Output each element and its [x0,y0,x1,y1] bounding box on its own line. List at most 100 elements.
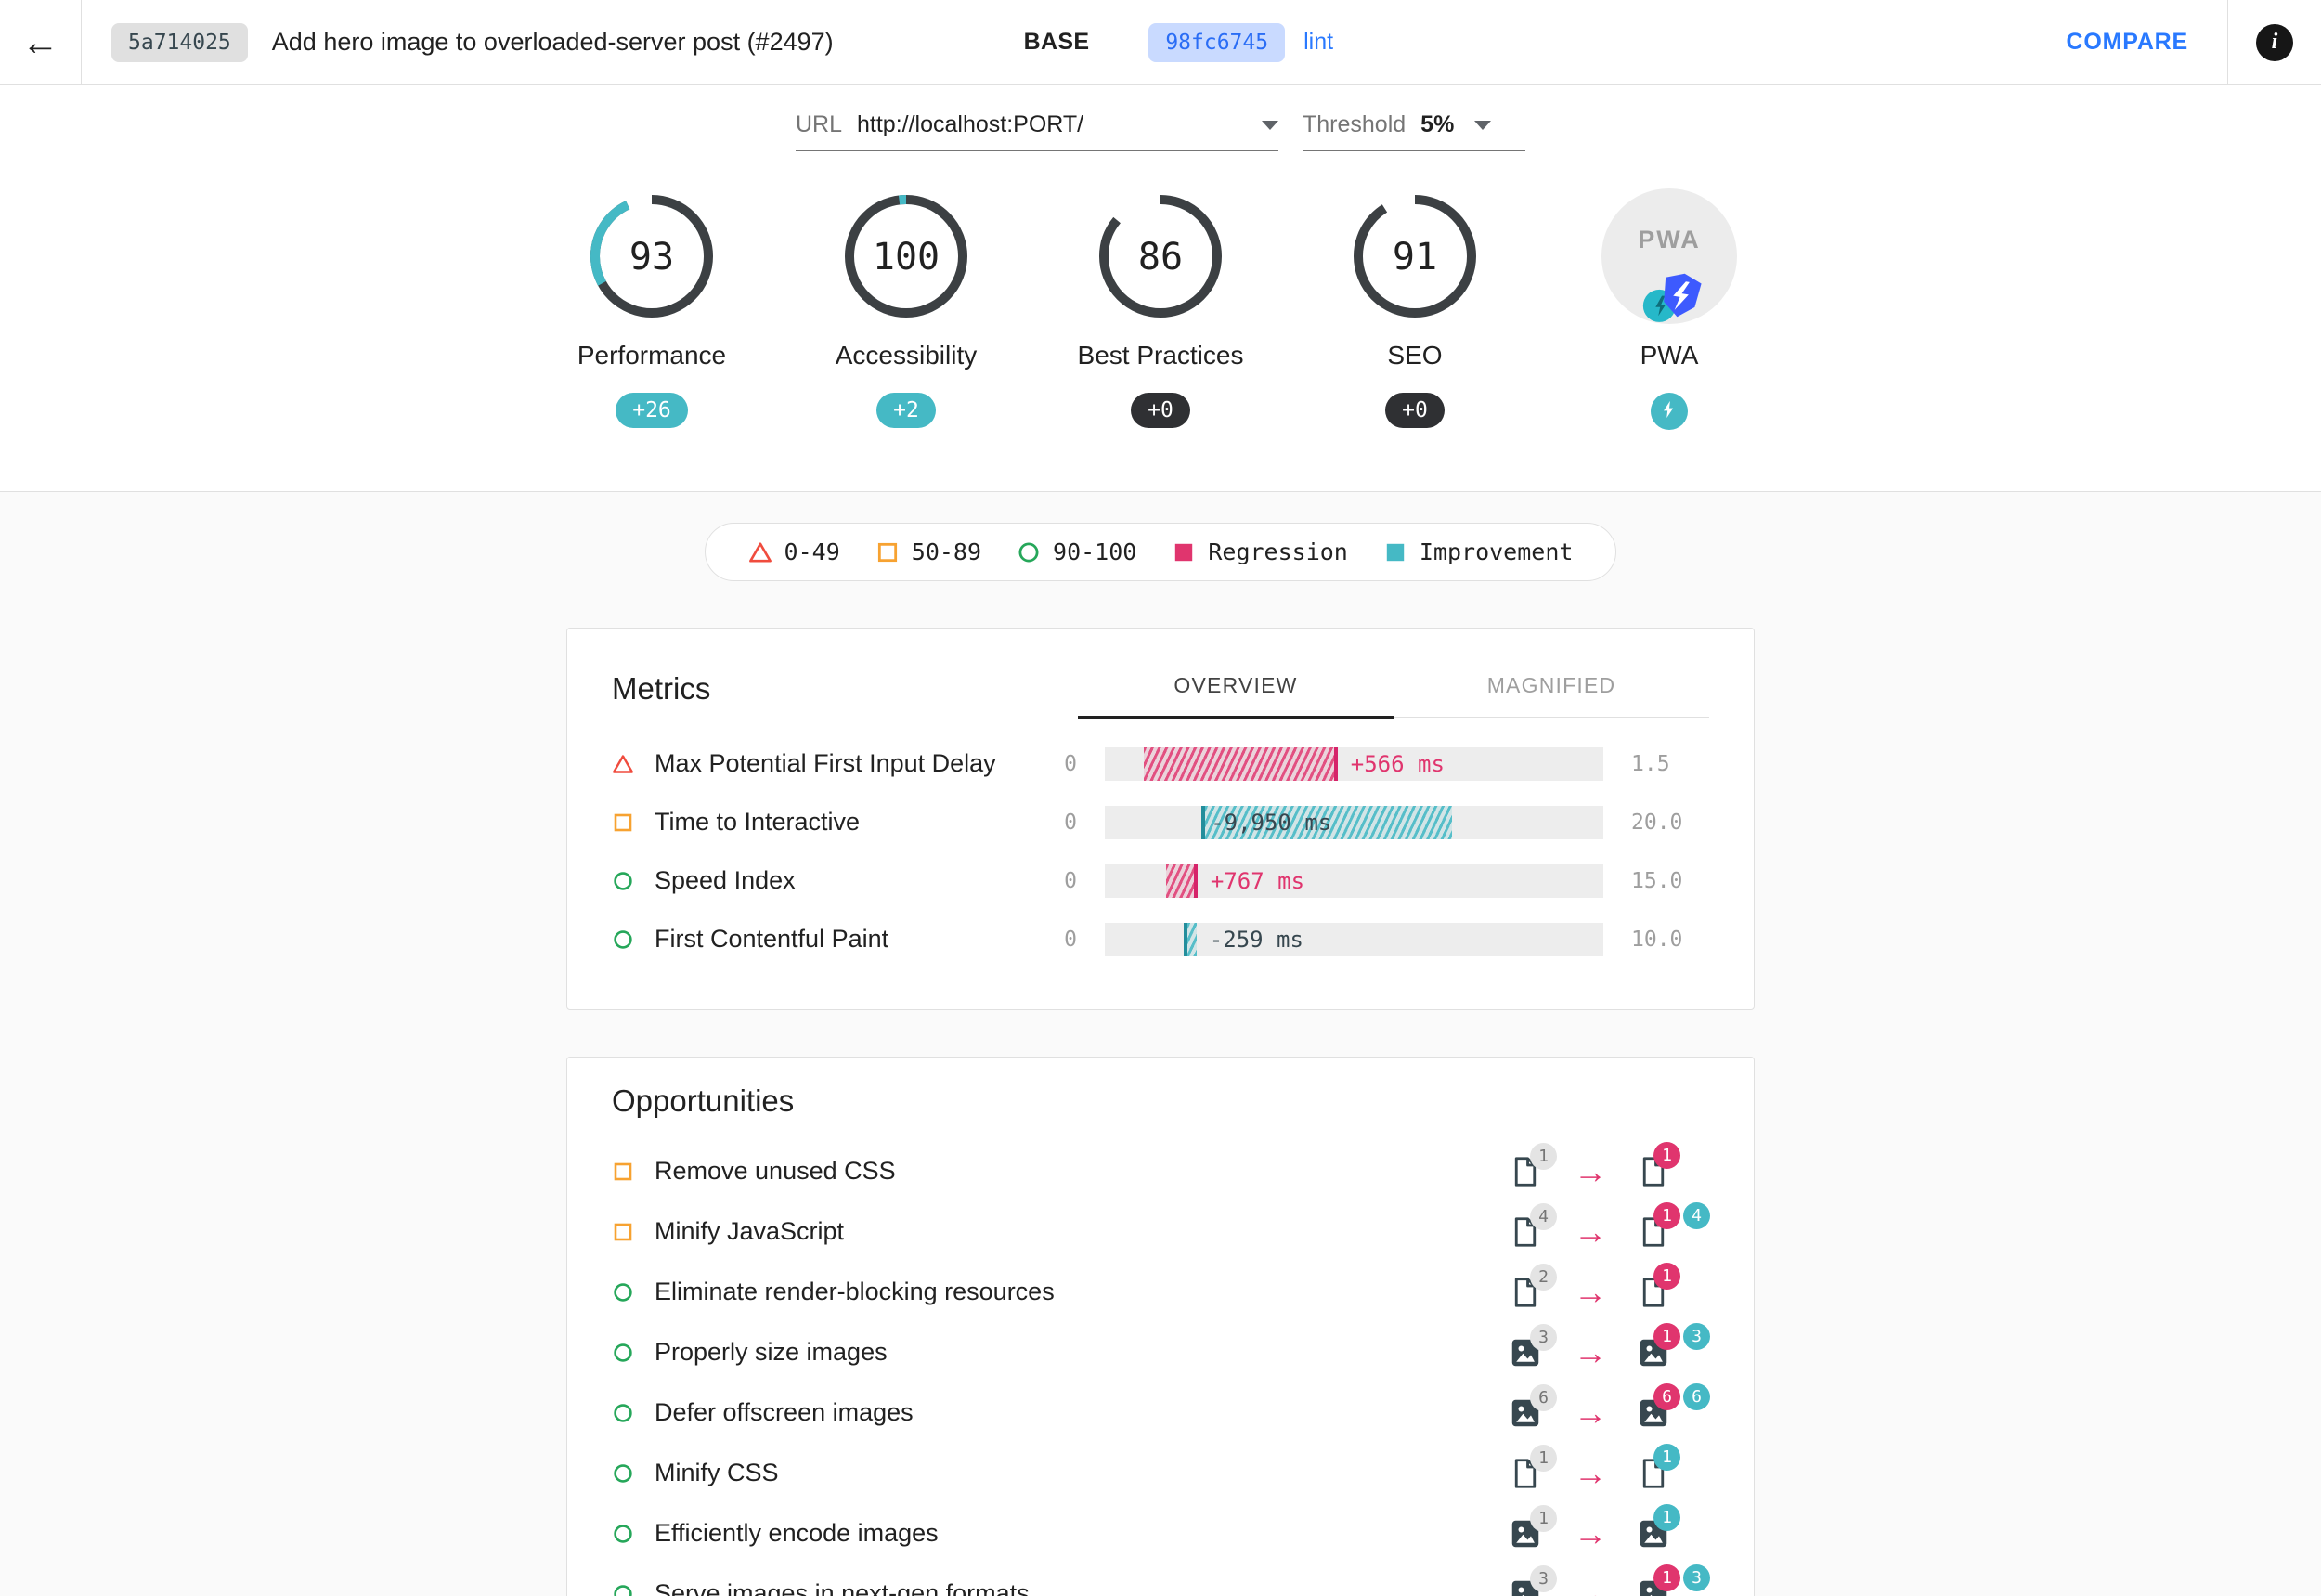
metric-delta-label: -259 ms [1209,926,1303,953]
tab-overview[interactable]: OVERVIEW [1078,655,1394,719]
url-select[interactable]: URL http://localhost:PORT/ [796,111,1278,151]
legend-label: Regression [1208,538,1348,565]
regression-count-badge: 1 [1653,1141,1680,1169]
compare-count-badges: 1 [1653,1503,1680,1531]
opportunity-row[interactable]: Eliminate render-blocking resources 2 → … [612,1262,1709,1322]
metric-delta-segment [1166,863,1198,898]
gauge-accessibility[interactable]: 100 Accessibility +2 [801,188,1011,430]
metric-bar: +767 ms [1105,863,1603,898]
metric-delta-segment [1143,746,1338,781]
improvement-count-badge: 3 [1683,1564,1710,1591]
base-count-badge: 4 [1530,1202,1557,1230]
threshold-value: 5% [1420,111,1455,137]
improvement-count-badge: 1 [1653,1503,1680,1531]
base-count-badge: 1 [1530,1142,1557,1170]
base-doc-icon: 1 [1509,1444,1557,1491]
svg-text:93: 93 [629,236,674,279]
compare-count-badges: 1 [1653,1141,1680,1169]
opportunity-row[interactable]: Efficiently encode images 1 → 1 [612,1503,1709,1564]
metric-label: Time to Interactive [655,808,861,836]
lightning-bolt-icon [1659,399,1679,424]
url-value: http://localhost:PORT/ [857,111,1084,137]
arrow-right-icon: → [1574,1272,1607,1311]
info-button[interactable]: i [2227,0,2321,84]
metric-max-value: 15.0 [1631,868,1683,893]
top-bar: ← 5a714025 Add hero image to overloaded-… [0,0,2321,85]
compare-link[interactable]: COMPARE [2066,29,2188,55]
gauge-label: Best Practices [1077,341,1244,370]
regression-count-badge: 1 [1653,1564,1680,1591]
square-orange-icon [612,811,655,834]
gauge-label: Accessibility [835,341,978,370]
regression-count-badge: 6 [1653,1382,1680,1410]
opportunity-rows: Remove unused CSS 1 → 1 Minify JavaScrip… [612,1141,1710,1596]
base-label: BASE [1023,29,1090,55]
tab-magnified[interactable]: MAGNIFIED [1486,673,1616,697]
legend-label: 0-49 [784,538,840,565]
info-icon: i [2256,23,2293,61]
circle-green-icon [612,1523,655,1545]
metric-row[interactable]: Max Potential First Input Delay 0 +566 m… [612,734,1709,793]
legend-pill: 0-49 50-89 90-100 Regression Improvement [704,523,1617,581]
circle-green-icon [612,1281,655,1304]
opportunity-label: Properly size images [655,1338,888,1366]
metric-max-value: 20.0 [1631,810,1683,835]
legend-label: 50-89 [911,538,982,565]
compare-doc-icon: 1 [1637,1262,1680,1310]
circle-green-icon [612,1462,655,1485]
metric-row[interactable]: First Contentful Paint 0 -259 ms 10.0 [612,910,1709,968]
base-commit-hash-badge[interactable]: 5a714025 [111,22,248,62]
metrics-title: Metrics [612,671,711,706]
back-button[interactable]: ← [0,0,82,84]
circle-green-icon [612,1583,655,1596]
metric-delta-label: +767 ms [1210,867,1305,894]
threshold-label: Threshold [1303,111,1407,137]
metric-delta-label: +566 ms [1350,750,1445,777]
build-title: Add hero image to overloaded-server post… [271,28,834,56]
gauge-pwa[interactable]: PWA PWA [1564,188,1774,430]
gauge-best-practices[interactable]: 86 Best Practices +0 [1056,188,1265,430]
pwa-gauge: PWA [1601,188,1737,324]
opportunity-row[interactable]: Minify CSS 1 → 1 [612,1443,1709,1503]
score-delta-badge: +26 [616,393,688,428]
opportunity-label: Eliminate render-blocking resources [655,1278,1055,1305]
legend-item-improvement: Improvement [1383,538,1574,565]
square-orange-icon [875,540,900,564]
compare-branch-link[interactable]: lint [1303,29,1334,55]
metric-min-value: 0 [1064,810,1077,835]
chevron-down-icon [1262,120,1278,130]
gauge-seo[interactable]: 91 SEO +0 [1310,188,1520,430]
base-image-icon: 3 [1509,1323,1557,1370]
legend-item-regression: Regression [1172,538,1348,565]
opportunity-row[interactable]: Remove unused CSS 1 → 1 [612,1141,1709,1201]
legend-label: Improvement [1419,538,1574,565]
opportunity-label: Remove unused CSS [655,1157,896,1185]
metric-row[interactable]: Speed Index 0 +767 ms 15.0 [612,851,1709,910]
circle-green-icon [612,870,655,892]
improvement-count-badge: 4 [1683,1201,1710,1229]
metric-row[interactable]: Time to Interactive 0 -9,950 ms 20.0 [612,793,1709,851]
metrics-card: Metrics OVERVIEW MAGNIFIED Max Potential … [566,628,1755,1010]
square-teal-icon [1383,540,1407,564]
compare-commit-hash-badge[interactable]: 98fc6745 [1148,22,1286,62]
circle-green-icon [1017,540,1041,564]
score-gauges: 93 Performance +26 100 Accessibility +2 … [0,157,2321,491]
pwa-gauge-text: PWA [1638,225,1701,253]
gauge-performance[interactable]: 93 Performance +26 [547,188,757,430]
opportunity-label: Minify JavaScript [655,1217,845,1245]
arrow-right-icon: → [1574,1574,1607,1596]
threshold-select[interactable]: Threshold 5% [1303,111,1525,151]
legend-item-50-89: 50-89 [875,538,981,565]
